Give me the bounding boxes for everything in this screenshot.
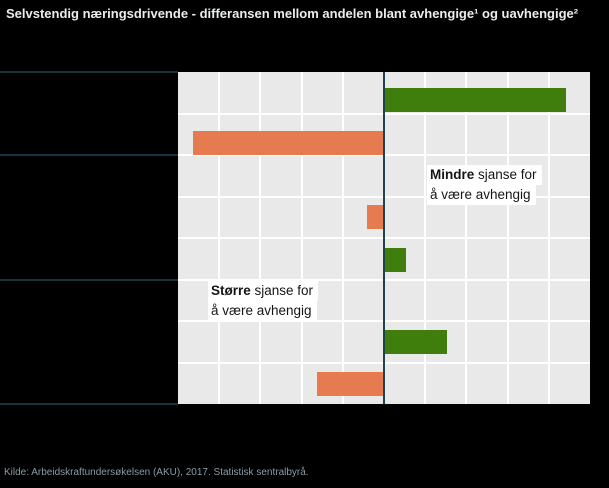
annotation-bold-word: Større xyxy=(211,283,251,298)
category-tick-line xyxy=(0,279,178,281)
chart-bar xyxy=(385,330,447,354)
source-note: Kilde: Arbeidskraftundersøkelsen (AKU), … xyxy=(4,467,309,478)
chart-bar xyxy=(366,205,383,229)
category-tick-line xyxy=(0,154,178,156)
category-tick-line xyxy=(0,403,178,405)
chart-title: Selvstendig næringsdrivende - differanse… xyxy=(6,6,579,21)
annotation-line-1: Større sjanse for xyxy=(208,281,319,301)
zero-axis-line xyxy=(383,72,385,404)
chart-bar xyxy=(193,131,383,155)
chart-bar xyxy=(385,88,567,112)
annotation-rest: sjanse for xyxy=(474,167,537,182)
annotation-storre: Større sjanse for å være avhengig xyxy=(208,281,319,321)
annotation-line-2: å være avhengig xyxy=(427,185,536,205)
annotation-mindre: Mindre sjanse for å være avhengig xyxy=(427,165,542,205)
chart-bar xyxy=(317,372,383,396)
plot-area xyxy=(178,72,590,404)
annotation-rest: sjanse for xyxy=(250,283,314,298)
chart-bar xyxy=(385,248,406,272)
annotation-bold-word: Mindre xyxy=(430,167,475,182)
category-tick-line xyxy=(0,71,178,73)
annotation-line-1: Mindre sjanse for xyxy=(427,165,542,185)
annotation-line-2: å være avhengig xyxy=(208,301,317,321)
